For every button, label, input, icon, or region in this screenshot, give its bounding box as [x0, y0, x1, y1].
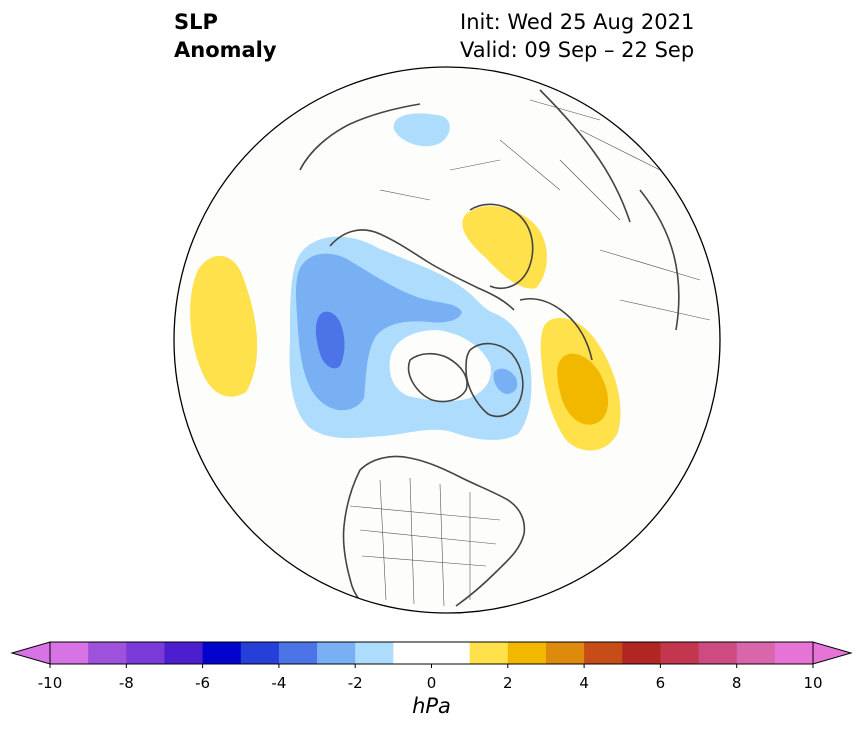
- colorbar: [10, 641, 853, 668]
- plot-dates: Init: Wed 25 Aug 2021 Valid: 09 Sep – 22…: [460, 8, 694, 64]
- plot-title: SLP Anomaly: [174, 8, 277, 64]
- negative-anomaly-core: [315, 311, 345, 369]
- colorbar-tick-label: -2: [347, 674, 363, 692]
- neutral-polar-region: [389, 330, 491, 402]
- init-date: Init: Wed 25 Aug 2021: [460, 10, 695, 34]
- positive-anomaly-north-pacific: [190, 255, 258, 397]
- colorbar-bin: [240, 642, 280, 664]
- colorbar-bin: [393, 642, 432, 664]
- colorbar-bin: [88, 642, 127, 664]
- positive-anomaly-scandinavia: [462, 206, 547, 289]
- colorbar-tick-label: 2: [503, 674, 513, 692]
- colorbar-tick-label: -6: [195, 674, 211, 692]
- colorbar-bin: [317, 642, 356, 664]
- colorbar-bin: [507, 642, 547, 664]
- colorbar-bin: [660, 642, 700, 664]
- colorbar-bin: [622, 642, 661, 664]
- colorbar-bin: [164, 642, 204, 664]
- colorbar-extend-min: [10, 641, 51, 665]
- colorbar-bin: [202, 642, 242, 664]
- anomaly-fills: [190, 113, 621, 451]
- colorbar-tick-label: 4: [579, 674, 589, 692]
- colorbar-tick-label: 0: [426, 674, 437, 692]
- title-variable-line2: Anomaly: [174, 38, 277, 62]
- colorbar-bin: [278, 642, 318, 664]
- coastlines: [299, 89, 680, 613]
- colorbar-bin: [431, 642, 471, 664]
- colorbar-bin: [469, 642, 509, 664]
- negative-anomaly-medium-east: [493, 368, 518, 394]
- title-variable-line1: SLP: [174, 10, 218, 34]
- colorbar-bin: [584, 642, 623, 664]
- colorbar-tick-label: 8: [731, 674, 742, 692]
- colorbar-tick-label: 6: [655, 674, 666, 692]
- colorbar-tick-label: -10: [37, 674, 63, 692]
- colorbar-extend-max: [812, 641, 853, 665]
- valid-range: Valid: 09 Sep – 22 Sep: [460, 38, 695, 62]
- negative-anomaly-kara-sea: [393, 113, 450, 147]
- colorbar-bin: [355, 642, 394, 664]
- colorbar-bin: [698, 642, 738, 664]
- polar-map: [173, 66, 721, 614]
- colorbar-units: hPa: [412, 694, 451, 718]
- colorbar-bin: [774, 642, 814, 664]
- colorbar-bin: [126, 642, 165, 664]
- positive-anomaly-central-asia-core: [557, 353, 609, 425]
- colorbar-tick-label: -8: [118, 674, 134, 692]
- colorbar-bin: [736, 642, 776, 664]
- borders: [349, 99, 711, 607]
- colorbar-tick-label: 10: [803, 674, 823, 692]
- colorbar-bin: [545, 642, 585, 664]
- globe-outline: [173, 66, 721, 614]
- colorbar-bin: [50, 642, 89, 664]
- negative-anomaly-medium: [296, 253, 462, 411]
- colorbar-tick-label: -4: [271, 674, 287, 692]
